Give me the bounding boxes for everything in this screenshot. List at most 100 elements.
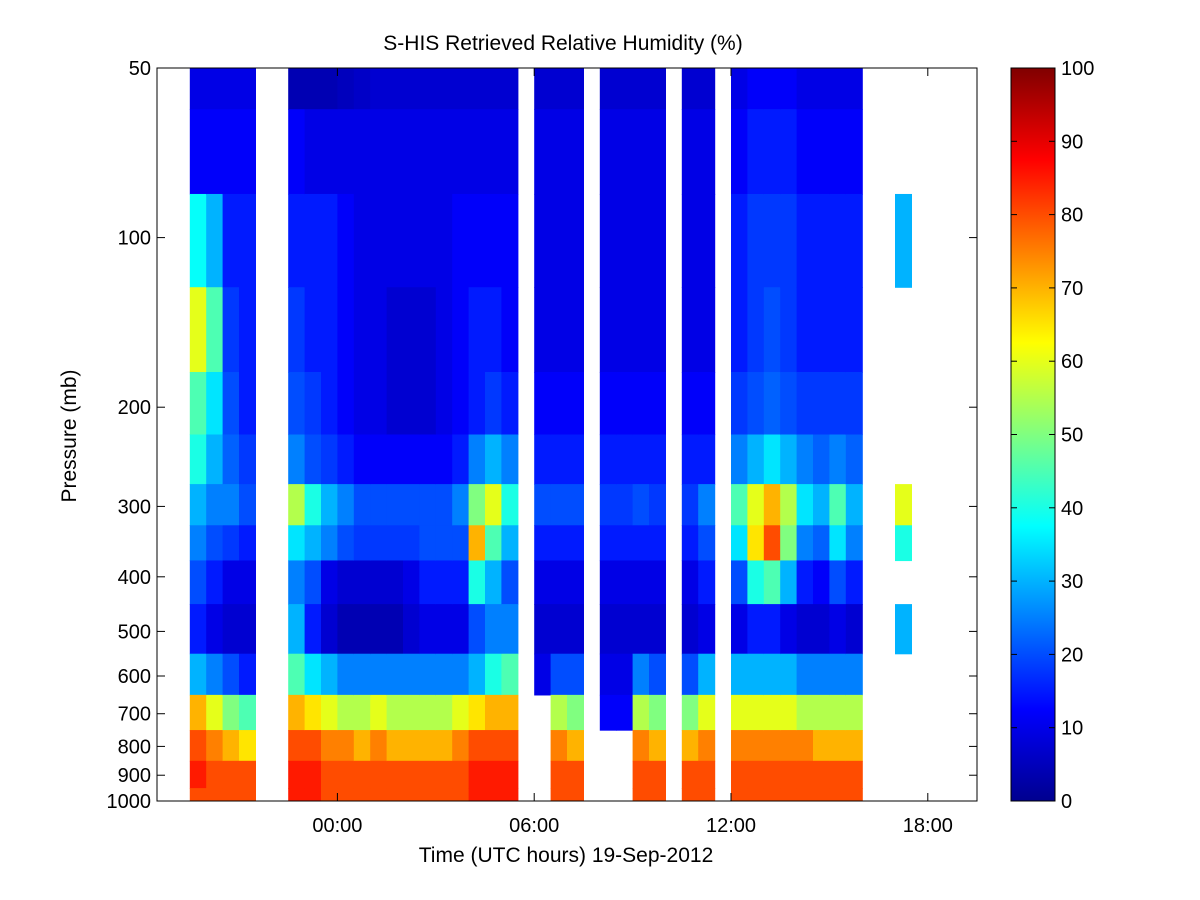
heatmap-cell xyxy=(321,287,338,373)
heatmap-cell xyxy=(796,604,814,655)
heatmap-cell xyxy=(632,525,650,562)
heatmap-cell xyxy=(681,68,699,110)
heatmap-cell xyxy=(435,604,453,655)
y-tick-label: 500 xyxy=(118,621,151,643)
heatmap-cell xyxy=(747,560,765,605)
heatmap-cell xyxy=(747,788,765,801)
heatmap-cell xyxy=(288,484,306,526)
heatmap-cell xyxy=(534,560,552,605)
heatmap-cell xyxy=(288,109,306,195)
heatmap-cell xyxy=(845,68,863,110)
heatmap-cell xyxy=(353,525,371,562)
heatmap-cell xyxy=(337,193,355,288)
heatmap-cell xyxy=(780,68,798,110)
heatmap-cell xyxy=(796,560,814,605)
heatmap-cell xyxy=(435,525,453,562)
colorbar-tick-label: 80 xyxy=(1061,205,1083,227)
heatmap-cell xyxy=(321,109,338,195)
heatmap-cell xyxy=(780,193,798,288)
heatmap-cell xyxy=(681,560,699,605)
heatmap-cell xyxy=(632,653,650,696)
heatmap-cell xyxy=(599,525,617,562)
heatmap-cell xyxy=(599,604,617,655)
colorbar-tick-label: 100 xyxy=(1061,58,1094,80)
heatmap-cell xyxy=(419,760,437,789)
heatmap-cell xyxy=(567,193,584,288)
heatmap-cell xyxy=(895,604,912,655)
heatmap-cell xyxy=(239,193,256,288)
heatmap-cell xyxy=(353,193,371,288)
heatmap-cell xyxy=(649,653,666,696)
heatmap-cell xyxy=(353,109,371,195)
heatmap-cell xyxy=(780,760,798,789)
heatmap-cell xyxy=(501,694,519,731)
heatmap-cell xyxy=(353,694,371,731)
heatmap-cell xyxy=(353,760,371,789)
heatmap-cell xyxy=(501,525,519,562)
heatmap-cell xyxy=(239,68,256,110)
heatmap-cell xyxy=(370,730,388,762)
heatmap-cell xyxy=(747,525,765,562)
heatmap-cell xyxy=(468,653,486,696)
heatmap-cell xyxy=(386,287,404,373)
heatmap-cell xyxy=(599,193,617,288)
heatmap-cell xyxy=(337,68,355,110)
heatmap-cell xyxy=(616,604,634,655)
heatmap-cell xyxy=(829,109,847,195)
heatmap-cell xyxy=(698,68,716,110)
heatmap-cell xyxy=(796,653,814,696)
heatmap-cell xyxy=(304,788,322,801)
heatmap-cell xyxy=(403,560,420,605)
heatmap-cell xyxy=(189,287,207,373)
heatmap-cell xyxy=(321,372,338,436)
heatmap-cell xyxy=(353,287,371,373)
heatmap-cell xyxy=(485,694,502,731)
heatmap-cell xyxy=(731,109,748,195)
heatmap-cell xyxy=(845,193,863,288)
heatmap-cell xyxy=(403,788,420,801)
heatmap-cell xyxy=(222,760,240,789)
heatmap-cells xyxy=(189,68,912,801)
heatmap-cell xyxy=(731,484,748,526)
heatmap-cell xyxy=(370,653,388,696)
heatmap-cell xyxy=(189,484,207,526)
heatmap-cell xyxy=(452,760,470,789)
heatmap-cell xyxy=(403,193,420,288)
heatmap-cell xyxy=(419,193,437,288)
heatmap-cell xyxy=(813,525,830,562)
heatmap-cell xyxy=(731,653,748,696)
heatmap-cell xyxy=(763,525,781,562)
heatmap-cell xyxy=(550,788,568,801)
heatmap-cell xyxy=(485,372,502,436)
heatmap-cell xyxy=(288,560,306,605)
heatmap-cell xyxy=(403,68,420,110)
heatmap-cell xyxy=(616,434,634,485)
heatmap-cell xyxy=(501,560,519,605)
heatmap-cell xyxy=(189,193,207,288)
heatmap-cell xyxy=(452,484,470,526)
heatmap-cell xyxy=(370,287,388,373)
heatmap-cell xyxy=(796,434,814,485)
heatmap-cell xyxy=(780,434,798,485)
heatmap-cell xyxy=(452,694,470,731)
heatmap-cell xyxy=(567,484,584,526)
heatmap-cell xyxy=(796,193,814,288)
heatmap-cell xyxy=(567,760,584,789)
heatmap-cell xyxy=(895,484,912,526)
heatmap-cell xyxy=(370,484,388,526)
heatmap-cell xyxy=(222,653,240,696)
heatmap-cell xyxy=(567,730,584,762)
heatmap-cell xyxy=(567,372,584,436)
heatmap-cell xyxy=(731,694,748,731)
heatmap-cell xyxy=(468,287,486,373)
heatmap-cell xyxy=(239,109,256,195)
heatmap-cell xyxy=(845,694,863,731)
heatmap-cell xyxy=(239,694,256,731)
heatmap-cell xyxy=(796,760,814,789)
heatmap-cell xyxy=(780,788,798,801)
heatmap-cell xyxy=(321,525,338,562)
heatmap-cell xyxy=(763,372,781,436)
heatmap-cell xyxy=(780,109,798,195)
heatmap-cell xyxy=(534,68,552,110)
heatmap-cell xyxy=(452,68,470,110)
